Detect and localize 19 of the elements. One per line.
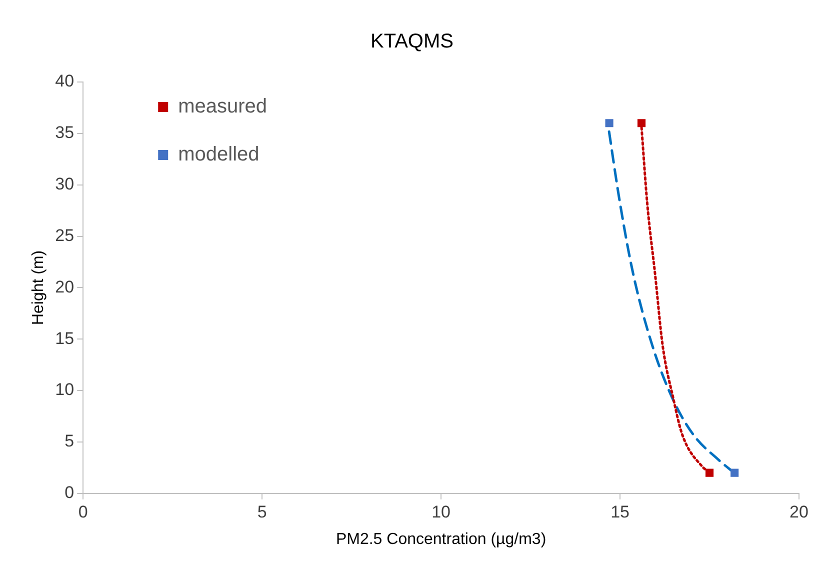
y-tick-label: 25: [55, 226, 74, 245]
y-tick-label: 10: [55, 380, 74, 400]
y-tick-label: 30: [55, 174, 74, 194]
y-tick-label: 0: [64, 483, 74, 502]
y-tick-label: 15: [55, 328, 74, 348]
y-tick-label: 40: [55, 72, 74, 91]
y-tick-label: 35: [55, 123, 74, 142]
x-axis-title: PM2.5 Concentration (µg/m3): [336, 530, 546, 548]
x-tick-label: 15: [610, 502, 630, 522]
chart-title: KTAQMS: [370, 30, 454, 53]
x-tick-label: 0: [78, 502, 88, 522]
x-tick-label: 20: [790, 502, 808, 522]
legend-label: measured: [178, 96, 268, 118]
y-tick-label: 20: [55, 277, 74, 296]
y-tick-label: 5: [64, 432, 74, 451]
x-tick-label: 10: [432, 502, 451, 522]
legend-label: modelled: [178, 144, 260, 166]
x-tick-label: 5: [257, 502, 267, 522]
y-axis-title: Height (m): [30, 250, 48, 326]
